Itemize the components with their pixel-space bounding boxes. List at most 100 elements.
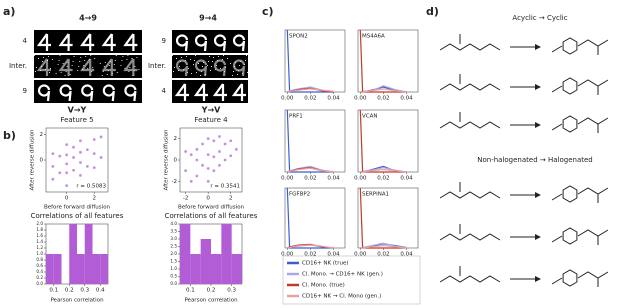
point [65, 143, 69, 147]
noise [131, 58, 133, 59]
noise [34, 55, 35, 56]
point [65, 153, 69, 157]
bond [551, 277, 563, 285]
noise [36, 67, 37, 68]
noise [73, 56, 75, 57]
noise [222, 59, 223, 60]
point [206, 167, 210, 170]
y-tick-label: 0.0 [170, 281, 177, 286]
bond [439, 83, 501, 91]
point [58, 171, 62, 175]
bond [439, 233, 501, 241]
x-tick-label: 0.2 [65, 288, 74, 294]
x-tick-label: 0.00 [354, 176, 367, 182]
noise [235, 62, 236, 63]
noise [187, 72, 188, 73]
plot-area [45, 127, 109, 193]
noise [35, 71, 36, 72]
annotation: r = 0.5083 [76, 184, 106, 190]
noise [106, 74, 108, 75]
y-tick-label: 2 [40, 132, 44, 138]
x-tick-label: 0.04 [327, 96, 340, 102]
noise [38, 58, 39, 59]
x-tick-label: 0.02 [304, 252, 316, 258]
x-tick-label: 0.00 [281, 252, 294, 258]
x-tick-label: 0.1 [186, 288, 195, 294]
bar [190, 254, 201, 284]
noise [181, 57, 182, 58]
point [201, 142, 204, 146]
noise [186, 56, 187, 57]
noise [245, 60, 246, 61]
bond [577, 271, 609, 279]
point [212, 169, 216, 173]
chart-title: VCAN [362, 114, 377, 120]
y-axis-label: After reverse diffusion [30, 129, 36, 190]
point [92, 166, 96, 170]
noise [203, 62, 204, 63]
noise [52, 59, 53, 60]
noise [198, 63, 199, 64]
y-tick-label: 0.0 [36, 281, 43, 286]
x-tick-label: 0.04 [400, 176, 413, 182]
bar [180, 224, 191, 284]
x-tick-label: 0.3 [227, 288, 236, 294]
density-line [360, 168, 407, 173]
density-line [286, 187, 334, 249]
noise [64, 75, 66, 76]
noise [102, 71, 104, 72]
noise [227, 58, 228, 59]
density-line [359, 109, 407, 173]
point [195, 174, 199, 178]
noise [48, 56, 49, 57]
noise [138, 69, 140, 70]
x-tick-label: 0.04 [327, 252, 340, 258]
x-tick-label: 0.00 [354, 96, 367, 102]
row-label: Inter. [9, 62, 27, 70]
x-tick-label: 0.04 [400, 252, 413, 258]
noise [67, 62, 69, 63]
point [65, 171, 69, 175]
noise [202, 66, 203, 67]
legend-label: Cl. Mono. → CD16+ NK (gen.) [302, 272, 383, 278]
row-label: 9 [162, 37, 166, 45]
noise [238, 70, 239, 71]
ring [562, 77, 578, 95]
noise [216, 65, 217, 66]
noise [213, 57, 214, 58]
row-label: 4 [162, 87, 167, 95]
ring [562, 269, 578, 287]
point [51, 152, 55, 156]
bond [577, 39, 609, 47]
noise [209, 56, 210, 57]
noise [116, 72, 118, 73]
noise [72, 61, 74, 62]
point [99, 135, 103, 139]
point [72, 145, 75, 149]
y-tick-label: 1.4 [36, 239, 43, 244]
density-line [286, 109, 334, 173]
density-line [287, 167, 334, 173]
point [201, 163, 204, 167]
noise [215, 69, 216, 70]
y-tick-label: 2.5 [170, 244, 177, 249]
bond [551, 123, 563, 131]
noise [126, 59, 128, 60]
point [51, 165, 55, 168]
density-line [360, 244, 407, 249]
noise [247, 72, 248, 73]
y-tick-label: 0 [40, 158, 44, 164]
bar [92, 254, 101, 284]
noise [109, 61, 111, 62]
point [189, 153, 193, 157]
noise [225, 67, 226, 68]
y-tick-label: 2.0 [36, 221, 43, 226]
x-tick-label: 2 [92, 196, 96, 202]
bond [551, 193, 563, 201]
x-axis-label: Before forward diffusion [44, 205, 111, 211]
noise [190, 59, 191, 60]
noise [183, 69, 184, 70]
point [218, 150, 221, 153]
